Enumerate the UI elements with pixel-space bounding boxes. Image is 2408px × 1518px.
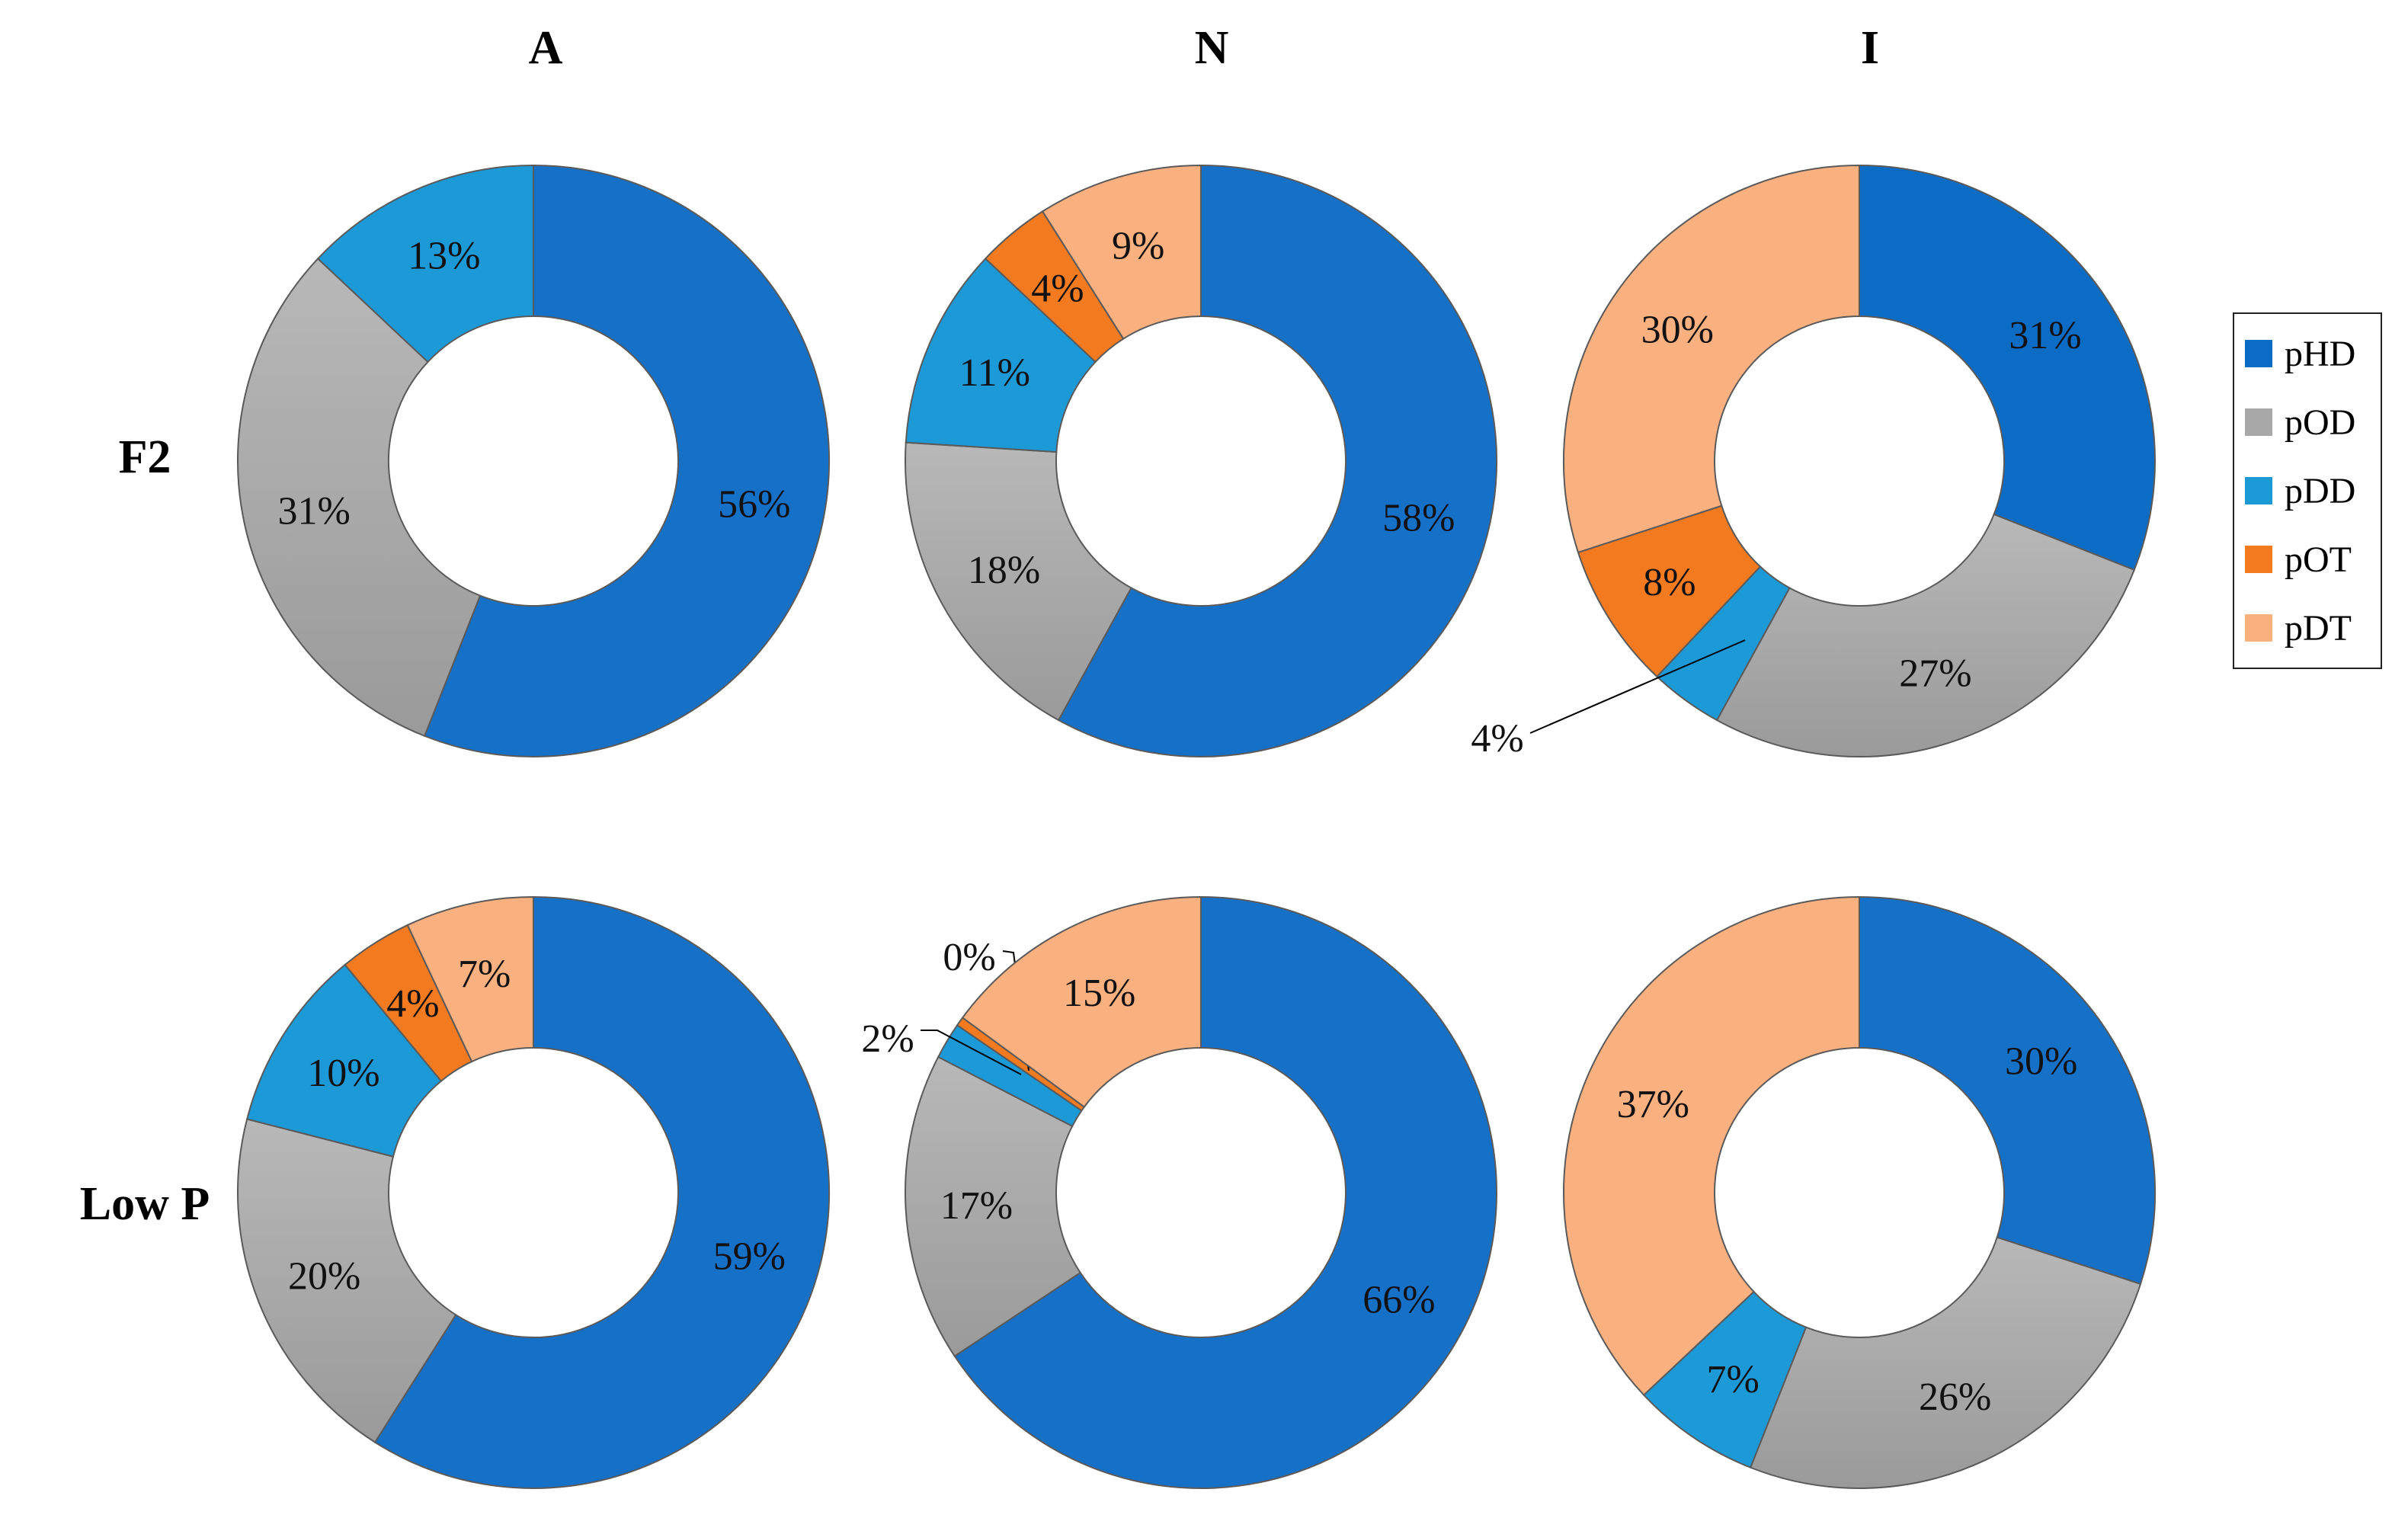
data-label-pot: 8%	[1643, 561, 1696, 604]
data-label-pdd: 13%	[408, 234, 480, 277]
slice-pdt	[1563, 164, 1860, 554]
legend-label-pot: pOT	[2285, 539, 2352, 580]
data-label-pod: 17%	[940, 1184, 1013, 1228]
data-label-phd: 58%	[1382, 496, 1455, 540]
donut-f2-n: 58% 18% 11%4% 9%	[905, 164, 1497, 757]
data-label-pdt: 9%	[1112, 225, 1164, 268]
data-label-pod: 31%	[277, 489, 350, 533]
slice-pod	[237, 1118, 457, 1443]
slice-pod	[905, 441, 1132, 722]
legend-swatch-phd	[2245, 340, 2272, 367]
donut-low-p-n: 66% 17% 2% 0% 15%	[861, 895, 1497, 1489]
donut-low-p-a: 59% 20% 10%4% 7%	[237, 895, 830, 1489]
data-label-pdd: 10%	[307, 1052, 379, 1095]
slice-phd	[1057, 164, 1497, 757]
legend-item-pod: pOD	[2245, 399, 2355, 445]
slice-pod	[905, 1055, 1082, 1357]
legend-item-pot: pOT	[2245, 536, 2352, 582]
data-label-phd: 30%	[2005, 1040, 2077, 1084]
column-title-a: A	[528, 22, 563, 74]
legend-swatch-pdd	[2245, 477, 2272, 504]
data-label-pdd: 7%	[1707, 1358, 1760, 1401]
data-label-pdt: 15%	[1063, 972, 1135, 1015]
slice-pdt	[1041, 164, 1202, 340]
legend-label-phd: pHD	[2285, 333, 2356, 374]
leader-line-pdd	[921, 1030, 1022, 1075]
data-label-pdd: 4%	[1471, 717, 1523, 761]
data-label-pod: 26%	[1919, 1375, 1991, 1419]
slice-pod	[1749, 1236, 2142, 1489]
slice-pdt	[406, 895, 534, 1063]
column-title-n: N	[1194, 22, 1229, 74]
donut-low-p-i: 30% 26% 7% 37%	[1563, 895, 2156, 1489]
row-title-f2: F2	[118, 431, 171, 483]
slice-phd	[953, 895, 1497, 1489]
data-label-pdt: 30%	[1641, 309, 1714, 352]
donut-f2-a: 56% 31% 13%	[237, 164, 830, 757]
column-title-i: I	[1860, 22, 1880, 74]
legend-swatch-pod	[2245, 408, 2272, 436]
data-label-pdt: 7%	[458, 953, 511, 996]
slice-pdt	[1563, 895, 1860, 1397]
legend-label-pod: pOD	[2285, 402, 2356, 443]
data-label-pod: 20%	[288, 1255, 360, 1299]
data-label-pod: 18%	[968, 549, 1040, 592]
data-label-phd: 59%	[713, 1235, 786, 1278]
legend-item-pdd: pDD	[2245, 468, 2355, 514]
data-label-pdd: 2%	[861, 1017, 914, 1061]
legend-label-pdt: pDT	[2285, 607, 2352, 649]
data-label-pdt: 37%	[1617, 1083, 1689, 1126]
data-label-phd: 56%	[718, 482, 790, 526]
slice-phd	[423, 164, 830, 757]
donut-f2-i: 31% 27% 4% 8% 30%	[1471, 164, 2156, 761]
data-label-pot: 0%	[943, 936, 995, 979]
legend: pHD pOD pDD pOT pDT	[2233, 312, 2382, 669]
slice-pod	[237, 257, 482, 738]
slice-pod	[1715, 513, 2136, 757]
legend-label-pdd: pDD	[2285, 470, 2356, 511]
data-label-phd: 31%	[2009, 314, 2081, 357]
data-label-pot: 4%	[386, 982, 439, 1026]
legend-item-phd: pHD	[2245, 331, 2355, 376]
data-label-pod: 27%	[1899, 652, 1971, 696]
slice-pdd	[905, 257, 1097, 453]
slice-phd	[1859, 895, 2156, 1286]
data-label-pdd: 11%	[959, 351, 1030, 395]
legend-swatch-pdt	[2245, 614, 2272, 642]
legend-swatch-pot	[2245, 546, 2272, 573]
leader-line-pdd	[1529, 639, 1746, 734]
legend-item-pdt: pDT	[2245, 605, 2352, 651]
row-title-low-p: Low P	[79, 1178, 210, 1230]
data-label-pot: 4%	[1031, 267, 1084, 311]
slice-pdd	[316, 164, 534, 363]
slice-phd	[1859, 164, 2156, 572]
data-label-phd: 66%	[1363, 1278, 1435, 1321]
slice-pdt	[961, 895, 1202, 1108]
slice-phd	[373, 895, 830, 1489]
